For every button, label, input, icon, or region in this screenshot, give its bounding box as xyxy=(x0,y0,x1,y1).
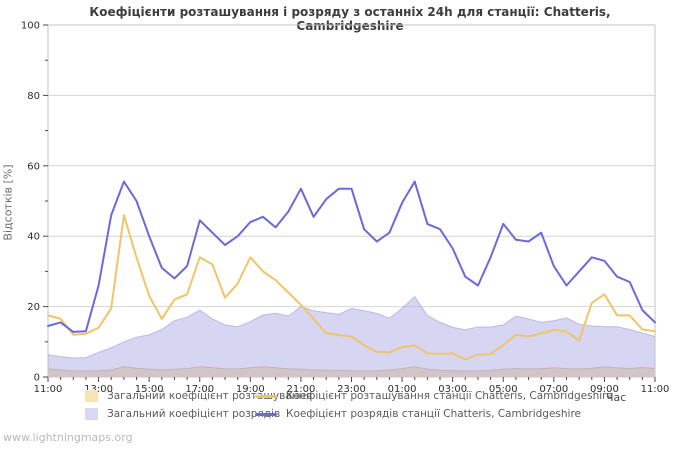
x-tick-label: 01:00 xyxy=(388,384,417,395)
legend-label-station-discharge: Коефіцієнт розрядів станції Chatteris, C… xyxy=(286,408,582,420)
line-series xyxy=(47,214,656,361)
legend-row-1: Загальний коефіцієнт розташування Коефіц… xyxy=(0,390,700,405)
legend-label-station-location: Коефіцієнт розташування станції Chatteri… xyxy=(286,390,613,402)
chart-title: Коефіцієнти розташування і розряду з ост… xyxy=(89,5,611,33)
x-tick-label: 11:00 xyxy=(641,384,670,395)
x-tick-label: 07:00 xyxy=(539,384,568,395)
y-tick-label: 60 xyxy=(27,161,40,172)
legend-item-general-discharge: Загальний коефіцієнт розрядів xyxy=(85,408,280,420)
legend-item-general-location: Загальний коефіцієнт розташування xyxy=(85,390,312,402)
area-edge xyxy=(47,366,656,372)
x-tick-label: 17:00 xyxy=(185,384,214,395)
y-tick-label: 80 xyxy=(27,91,40,102)
x-tick-label: 21:00 xyxy=(287,384,316,395)
area-edge xyxy=(47,295,656,359)
x-tick-label: 11:00 xyxy=(34,384,63,395)
general-location-area-swatch-icon xyxy=(85,390,98,402)
y-tick-label: 100 xyxy=(21,21,40,32)
x-tick-label: 23:00 xyxy=(337,384,366,395)
legend-label-general-location: Загальний коефіцієнт розташування xyxy=(107,390,312,402)
legend-row-2: Загальний коефіцієнт розрядів Коефіцієнт… xyxy=(0,408,700,423)
x-tick-label: 05:00 xyxy=(489,384,518,395)
line-series xyxy=(47,180,656,333)
y-tick-label: 40 xyxy=(27,232,40,243)
x-tick-label: 19:00 xyxy=(236,384,265,395)
x-tick-label: 13:00 xyxy=(84,384,113,395)
x-tick-label: 09:00 xyxy=(590,384,619,395)
x-tick-label: 03:00 xyxy=(438,384,467,395)
legend-label-general-discharge: Загальний коефіцієнт розрядів xyxy=(107,408,281,420)
legend-item-station-discharge: Коефіцієнт розрядів станції Chatteris, C… xyxy=(255,408,581,420)
y-tick-label: 20 xyxy=(27,302,40,313)
x-axis-label: Час xyxy=(606,391,627,404)
general-discharge-area-swatch-icon xyxy=(85,408,98,420)
legend-item-station-location: Коефіцієнт розташування станції Chatteri… xyxy=(255,390,613,402)
station-location-line-swatch-icon xyxy=(255,394,277,398)
x-tick-label: 15:00 xyxy=(135,384,164,395)
watermark-link[interactable]: www.lightningmaps.org xyxy=(3,431,133,444)
y-tick-label: 0 xyxy=(34,373,40,384)
station-discharge-line-swatch-icon xyxy=(255,412,277,416)
